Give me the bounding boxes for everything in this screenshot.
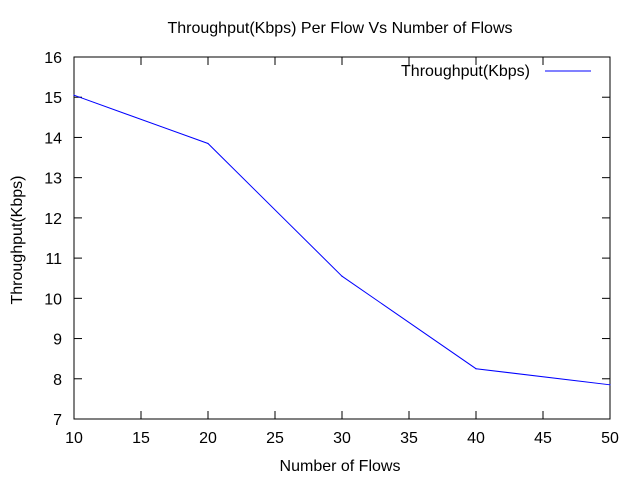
x-tick-label: 35: [400, 430, 418, 447]
series-lines: [73, 94, 611, 386]
legend-label: Throughput(Kbps): [401, 63, 530, 80]
x-tick-label: 25: [266, 430, 284, 447]
y-tick-label: 12: [44, 211, 62, 228]
plot-frame: [73, 56, 611, 420]
y-tick-label: 7: [53, 412, 62, 429]
y-axis-tick-labels: 7 8 9 10 11 12 13 14 15 16: [44, 50, 62, 429]
y-tick-label: 9: [53, 332, 62, 349]
y-tick-label: 13: [44, 171, 62, 188]
y-tick-label: 16: [44, 50, 62, 67]
y-tick-label: 8: [53, 372, 62, 389]
data-point: [73, 94, 75, 96]
x-tick-label: 20: [199, 430, 217, 447]
y-axis-ticks: [74, 56, 610, 420]
data-point: [207, 142, 209, 145]
x-axis-ticks: [73, 57, 611, 419]
y-tick-label: 10: [44, 291, 62, 308]
x-tick-label: 10: [65, 430, 83, 447]
x-tick-label: 15: [132, 430, 150, 447]
data-point: [475, 368, 477, 370]
y-axis-label: Throughput(Kbps): [9, 176, 26, 305]
y-tick-label: 15: [44, 90, 62, 107]
y-tick-label: 14: [44, 130, 62, 147]
x-axis-label: Number of Flows: [280, 458, 401, 475]
x-tick-label: 50: [601, 430, 619, 447]
x-axis-tick-labels: 10 15 20 25 30 35 40 45 50: [65, 430, 619, 447]
data-point: [609, 384, 611, 386]
chart-title: Throughput(Kbps) Per Flow Vs Number of F…: [167, 20, 512, 37]
y-tick-label: 11: [45, 251, 62, 268]
legend: Throughput(Kbps): [401, 63, 591, 80]
series-line-0: [73, 94, 611, 386]
data-point: [341, 275, 343, 277]
x-tick-label: 30: [333, 430, 351, 447]
x-tick-label: 45: [534, 430, 552, 447]
x-tick-label: 40: [467, 430, 485, 447]
